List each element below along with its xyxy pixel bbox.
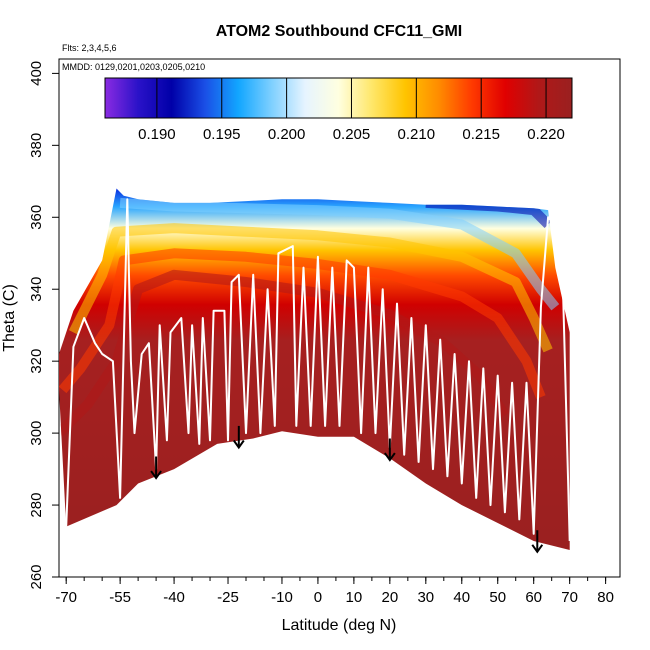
isoline-2 [68,223,553,353]
x-tick-label-9: 40 [453,589,470,606]
y-tick-label-6: 380 [28,133,45,158]
y-tick-label-2: 300 [28,421,45,446]
flights-annotation: Flts: 2,3,4,5,6 [62,43,117,53]
x-axis-label: Latitude (deg N) [282,617,397,634]
colorbar-tick-label-0: 0.190 [138,126,176,143]
y-tick-label-4: 340 [28,277,45,302]
isoline-1 [119,197,560,311]
colorbar-tick-label-1: 0.195 [203,126,241,143]
x-axis: -70 -55 -40 -25 -10 0 10 20 30 40 50 60 70 80 [55,577,614,606]
chart-title: ATOM2 Southbound CFC11_GMI [216,23,463,40]
y-tick-label-3: 320 [28,349,45,374]
colorbar-tick-label-2: 0.200 [268,126,306,143]
x-tick-label-2: -40 [163,589,185,606]
isoline-0 [425,197,552,229]
y-tick-label-5: 360 [28,205,45,230]
colorbar-tick-label-4: 0.210 [398,126,436,143]
y-tick-label-1: 280 [28,493,45,518]
isoline-3 [59,248,546,399]
arrow-1 [232,425,245,450]
arrow-0 [150,456,162,480]
colorbar: 0.190 0.195 0.200 0.205 0.210 0.215 0.220 [104,77,573,143]
x-tick-label-13: 80 [597,589,614,606]
arrow-2 [384,438,396,462]
colorbar-tick-label-5: 0.215 [462,126,500,143]
y-axis-label: Theta (C) [1,284,18,352]
y-axis: 260 280 300 320 340 360 380 400 [28,61,59,590]
x-tick-label-0: -70 [55,589,77,606]
isoline-4 [59,269,510,437]
isolines [59,197,560,437]
arrow-3 [531,530,544,554]
x-tick-label-3: -25 [217,589,239,606]
x-tick-label-11: 60 [525,589,542,606]
x-tick-label-7: 20 [382,589,399,606]
x-tick-label-6: 10 [346,589,363,606]
colorbar-gradient [104,77,573,119]
y-tick-label-0: 260 [28,564,45,589]
x-tick-label-4: -10 [271,589,293,606]
plot-frame [58,58,621,578]
x-tick-label-8: 30 [417,589,434,606]
x-tick-label-12: 70 [561,589,578,606]
x-tick-label-5: 0 [314,589,322,606]
y-tick-label-7: 400 [28,61,45,86]
arrows [150,425,544,554]
x-tick-label-1: -55 [109,589,131,606]
colorbar-tick-label-3: 0.205 [333,126,371,143]
dates-annotation: MMDD: 0129,0201,0203,0205,0210 [62,62,205,72]
colorbar-ticks: 0.190 0.195 0.200 0.205 0.210 0.215 0.220 [138,78,565,143]
colorbar-tick-label-6: 0.220 [527,126,565,143]
x-tick-label-10: 50 [489,589,506,606]
